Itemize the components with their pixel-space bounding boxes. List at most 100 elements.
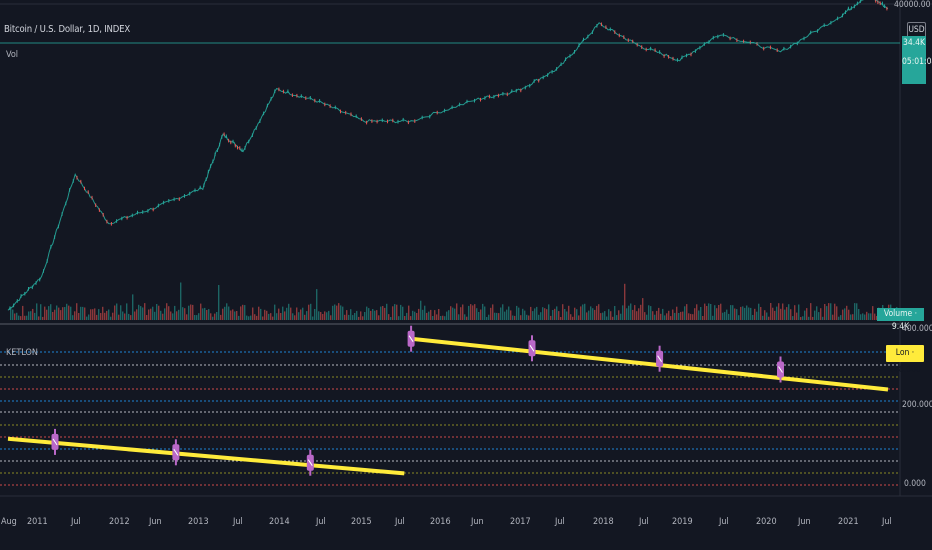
volume-bar xyxy=(318,311,320,320)
countdown-timer: 05:01:04 xyxy=(902,57,932,67)
chart-title[interactable]: Bitcoin / U.S. Dollar, 1D, INDEX xyxy=(4,24,130,35)
volume-bar xyxy=(500,307,502,320)
volume-bar xyxy=(600,313,602,320)
volume-bar xyxy=(862,313,864,320)
volume-bar xyxy=(48,306,50,320)
volume-bar xyxy=(678,313,680,320)
volume-bar xyxy=(682,311,684,320)
volume-bar xyxy=(788,304,790,320)
volume-bar xyxy=(654,314,656,320)
volume-bar xyxy=(50,304,52,320)
volume-bar xyxy=(310,303,312,320)
volume-bar xyxy=(236,311,238,320)
volume-bar xyxy=(820,308,822,320)
volume-bar xyxy=(102,306,104,320)
volume-bar xyxy=(42,316,44,320)
volume-bar xyxy=(14,313,16,320)
indicator-line xyxy=(410,336,889,392)
volume-label[interactable]: Vol xyxy=(6,50,19,60)
volume-bar xyxy=(848,309,850,320)
volume-bar xyxy=(354,313,356,320)
volume-bar xyxy=(524,310,526,320)
volume-bar xyxy=(266,310,268,320)
volume-bar xyxy=(560,317,562,320)
volume-bar xyxy=(472,305,474,320)
volume-bar xyxy=(270,313,272,320)
volume-bar xyxy=(522,308,524,320)
volume-bar xyxy=(626,308,628,320)
volume-bar xyxy=(414,311,416,320)
volume-bar xyxy=(634,305,636,320)
volume-bar xyxy=(692,314,694,320)
indicator-axis-tick-400: 400.000 xyxy=(902,324,932,334)
volume-bar xyxy=(176,311,178,320)
volume-bar xyxy=(64,307,66,320)
volume-bar xyxy=(398,316,400,320)
volume-bar xyxy=(62,307,64,320)
volume-bar xyxy=(778,303,780,320)
volume-bar xyxy=(418,308,420,320)
volume-bar xyxy=(644,312,646,320)
volume-bar xyxy=(546,309,548,320)
volume-bar xyxy=(668,310,670,320)
volume-bar xyxy=(284,311,286,320)
indicator-marker-glyph xyxy=(408,335,414,342)
volume-bar xyxy=(818,312,820,320)
volume-bar xyxy=(660,313,662,320)
volume-bar xyxy=(540,312,542,320)
volume-bar xyxy=(300,309,302,320)
volume-bar xyxy=(750,307,752,320)
volume-bar xyxy=(156,304,158,320)
volume-bar xyxy=(98,309,100,320)
volume-bar xyxy=(240,306,242,320)
volume-bar xyxy=(302,307,304,320)
volume-bar xyxy=(278,308,280,320)
indicator-label[interactable]: KETLON xyxy=(6,348,38,358)
volume-bar xyxy=(544,308,546,320)
volume-bar xyxy=(124,313,126,320)
volume-bar xyxy=(462,304,464,320)
volume-bar xyxy=(722,312,724,320)
time-axis-label: Jun xyxy=(471,517,484,527)
volume-bar xyxy=(846,305,848,320)
volume-bar xyxy=(352,315,354,320)
volume-bar xyxy=(708,303,710,320)
time-axis-label: 2017 xyxy=(510,517,531,527)
volume-bar xyxy=(684,306,686,320)
volume-bar xyxy=(518,307,520,320)
volume-bar xyxy=(624,283,626,320)
volume-bar xyxy=(646,314,648,320)
volume-bar xyxy=(424,305,426,320)
volume-bar xyxy=(362,316,364,320)
volume-bar xyxy=(492,304,494,320)
volume-bar xyxy=(868,313,870,320)
volume-bar xyxy=(44,306,46,320)
volume-bar xyxy=(34,312,36,320)
volume-bar xyxy=(38,316,40,320)
volume-bar xyxy=(716,308,718,320)
indicator-level-lines xyxy=(0,351,900,486)
volume-bar xyxy=(254,314,256,320)
volume-bar xyxy=(432,316,434,320)
volume-bar xyxy=(504,311,506,320)
volume-bar xyxy=(18,315,20,320)
volume-bar xyxy=(614,306,616,320)
volume-bar xyxy=(412,310,414,320)
volume-bar xyxy=(316,289,318,320)
volume-bar xyxy=(816,306,818,320)
volume-bar xyxy=(426,312,428,320)
volume-bar xyxy=(794,305,796,320)
volume-bar xyxy=(612,316,614,320)
volume-bar xyxy=(420,300,422,320)
volume-bar xyxy=(282,306,284,320)
volume-bar xyxy=(740,306,742,320)
price-axis-top-label: 40000.00 xyxy=(894,0,931,10)
time-axis-label: 2016 xyxy=(430,517,451,527)
volume-bar xyxy=(608,309,610,320)
volume-bar xyxy=(514,315,516,320)
volume-bar xyxy=(690,313,692,320)
volume-bar xyxy=(508,306,510,320)
volume-bar xyxy=(758,303,760,320)
volume-bar xyxy=(658,307,660,320)
volume-bar xyxy=(802,316,804,320)
